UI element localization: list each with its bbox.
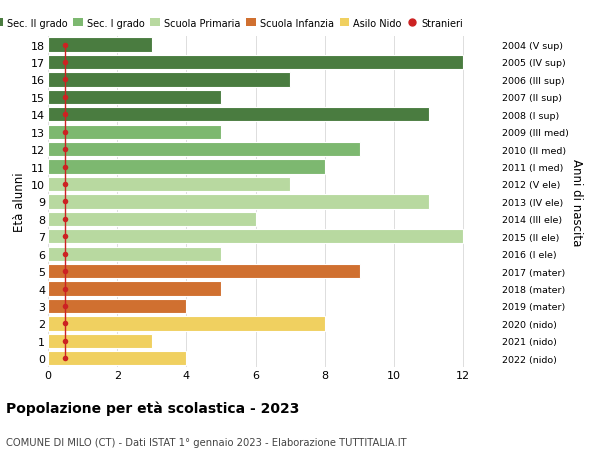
Bar (48, 264, 359, 279)
Bar (48, 108, 429, 122)
Bar (48, 334, 152, 348)
Bar (48, 73, 290, 87)
Point (61, 59, 70, 67)
Y-axis label: Anni di nascita: Anni di nascita (570, 158, 583, 246)
Bar (48, 352, 187, 366)
Legend: Sec. II grado, Sec. I grado, Scuola Primaria, Scuola Infanzia, Asilo Nido, Stran: Sec. II grado, Sec. I grado, Scuola Prim… (0, 18, 463, 28)
Bar (48, 125, 221, 140)
Point (61, 77, 70, 84)
Bar (48, 143, 359, 157)
Point (61, 355, 70, 362)
Bar (48, 299, 187, 313)
Point (61, 251, 70, 258)
Y-axis label: Età alunni: Età alunni (13, 172, 26, 232)
Point (61, 302, 70, 310)
Bar (48, 56, 463, 70)
Point (61, 42, 70, 49)
Bar (48, 212, 256, 226)
Point (61, 337, 70, 345)
Point (61, 320, 70, 327)
Text: COMUNE DI MILO (CT) - Dati ISTAT 1° gennaio 2023 - Elaborazione TUTTITALIA.IT: COMUNE DI MILO (CT) - Dati ISTAT 1° genn… (6, 437, 407, 448)
Bar (48, 195, 429, 209)
Point (61, 198, 70, 206)
Point (61, 94, 70, 101)
Point (61, 285, 70, 292)
Point (61, 233, 70, 241)
Bar (48, 90, 221, 105)
Bar (48, 160, 325, 174)
Point (61, 112, 70, 119)
Bar (48, 178, 290, 192)
Point (61, 146, 70, 153)
Point (61, 163, 70, 171)
Bar (48, 247, 221, 261)
Point (61, 181, 70, 188)
Text: Popolazione per età scolastica - 2023: Popolazione per età scolastica - 2023 (6, 401, 299, 415)
Bar (48, 38, 152, 52)
Point (61, 216, 70, 223)
Bar (48, 282, 221, 296)
Bar (48, 230, 463, 244)
Point (61, 268, 70, 275)
Point (61, 129, 70, 136)
Bar (48, 317, 325, 331)
